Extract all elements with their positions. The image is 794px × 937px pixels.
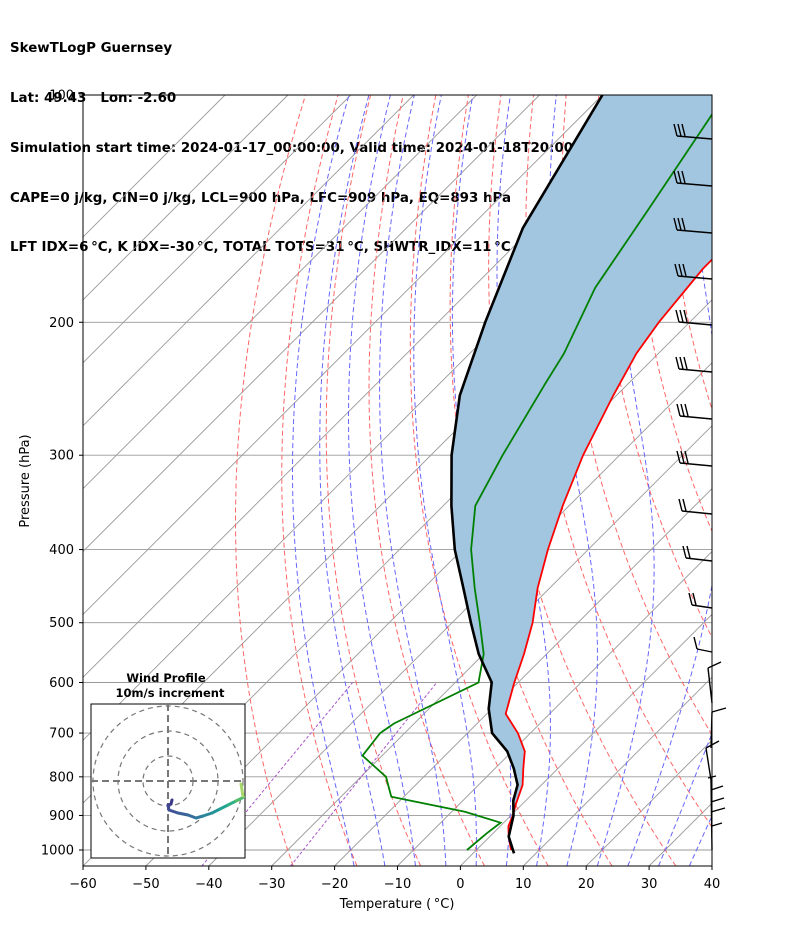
wind-barb — [675, 309, 713, 326]
parcel-profile-line — [450, 95, 604, 854]
isotherm-line — [460, 613, 712, 866]
hodograph-segment — [167, 808, 180, 815]
isotherm-line — [208, 362, 712, 866]
x-tick-label: 40 — [704, 877, 721, 892]
hodograph-segment — [201, 811, 214, 818]
header: SkewTLogP Guernsey Lat: 49.43 Lon: -2.60… — [10, 8, 621, 274]
wind-profile-title: Wind Profile — [126, 671, 206, 685]
isotherm-line — [83, 95, 603, 616]
isotherm-line — [83, 95, 289, 301]
wind-barb — [710, 779, 713, 851]
wind-barb — [711, 822, 723, 827]
hodograph-segment — [239, 782, 245, 798]
y-tick-label: 700 — [49, 727, 74, 742]
wind-barb — [710, 785, 724, 791]
dry-adiabat-line — [663, 95, 712, 411]
moist-adiabat-line — [596, 95, 655, 866]
temperature-profile-line — [504, 258, 712, 851]
x-tick-label: 20 — [578, 877, 595, 892]
dry-adiabat-line — [596, 95, 712, 639]
y-tick-label: 300 — [49, 449, 74, 464]
y-tick-label: 600 — [49, 676, 74, 691]
wind-barb — [707, 775, 717, 779]
moist-adiabat-line — [348, 95, 416, 866]
wind-barb — [705, 747, 712, 781]
hodograph-segment — [234, 795, 245, 803]
y-tick-label: 900 — [49, 809, 74, 824]
isotherm-line — [711, 865, 712, 866]
wind-barb — [711, 707, 727, 713]
dry-adiabat-line — [325, 95, 422, 866]
y-tick-label: 100 — [49, 89, 74, 104]
moist-adiabat-line — [292, 95, 355, 866]
isotherm-line — [271, 425, 712, 866]
moist-adiabat-line — [413, 95, 477, 866]
wind-barb — [676, 403, 713, 420]
moist-adiabat-line — [379, 95, 447, 866]
x-tick-label: 0 — [456, 877, 464, 892]
wind-barb — [673, 170, 713, 187]
x-tick-label: −30 — [258, 877, 285, 892]
x-tick-label: 30 — [641, 877, 658, 892]
isotherm-line — [775, 95, 794, 866]
cin-shaded-area — [451, 95, 712, 816]
x-axis-label: Temperature ( °C) — [339, 897, 455, 912]
y-tick-label: 800 — [49, 770, 74, 785]
mixing-ratio-line — [290, 682, 438, 866]
y-tick-label: 1000 — [41, 844, 74, 859]
wind-barb — [710, 797, 725, 803]
x-tick-label: 10 — [515, 877, 532, 892]
y-tick-label: 400 — [49, 543, 74, 558]
wind-barb — [693, 636, 713, 653]
wind-barb — [674, 263, 713, 280]
y-tick-label: 500 — [49, 616, 74, 631]
dewpoint-profile-line — [361, 112, 712, 851]
moist-adiabat-line — [627, 95, 712, 866]
x-tick-label: −50 — [132, 877, 159, 892]
wind-barb — [707, 667, 713, 704]
chart-title: SkewTLogP Guernsey — [10, 41, 173, 57]
wind-barb — [678, 498, 713, 515]
x-tick-label: −40 — [195, 877, 222, 892]
isotherm-line — [334, 487, 712, 866]
wind-barbs — [673, 123, 727, 851]
hodograph-segment — [176, 811, 190, 817]
dry-adiabat-line — [409, 95, 549, 866]
wind-barb — [710, 711, 713, 749]
wind-barb — [705, 740, 720, 749]
x-tick-label: −20 — [321, 877, 348, 892]
isotherm-line — [83, 95, 477, 490]
dry-adiabat-line — [368, 95, 485, 866]
isotherm-line — [83, 95, 226, 238]
wind-barb — [676, 450, 713, 467]
isotherm-line — [83, 95, 415, 427]
wind-barb — [710, 807, 726, 813]
isotherm-line — [83, 95, 352, 364]
x-tick-label: −60 — [69, 877, 96, 892]
wind-barb — [688, 592, 713, 609]
wind-profile-inset: Wind Profile 10m/s increment — [90, 671, 246, 859]
moist-adiabat-line — [658, 731, 712, 866]
dry-adiabat-line — [762, 95, 794, 866]
wind-barb — [682, 545, 713, 562]
wind-barb — [707, 661, 722, 669]
wind-barb — [675, 356, 713, 373]
isotherm-line — [522, 676, 712, 866]
moist-adiabat-line — [319, 95, 386, 866]
isotherm-line — [83, 95, 540, 553]
moist-adiabat-line — [720, 95, 794, 866]
dry-adiabat-line — [281, 95, 358, 866]
dry-adiabat-line — [235, 95, 306, 866]
wind-profile-subtitle: 10m/s increment — [116, 686, 225, 700]
wind-barb — [673, 217, 713, 234]
moist-adiabat-line — [451, 95, 512, 866]
isotherm-line — [397, 550, 712, 866]
x-tick-label: −10 — [384, 877, 411, 892]
dry-adiabat-line — [729, 95, 794, 866]
y-tick-label: 200 — [49, 316, 74, 331]
wind-barb — [673, 123, 713, 140]
y-axis-label: Pressure (hPa) — [18, 434, 33, 527]
